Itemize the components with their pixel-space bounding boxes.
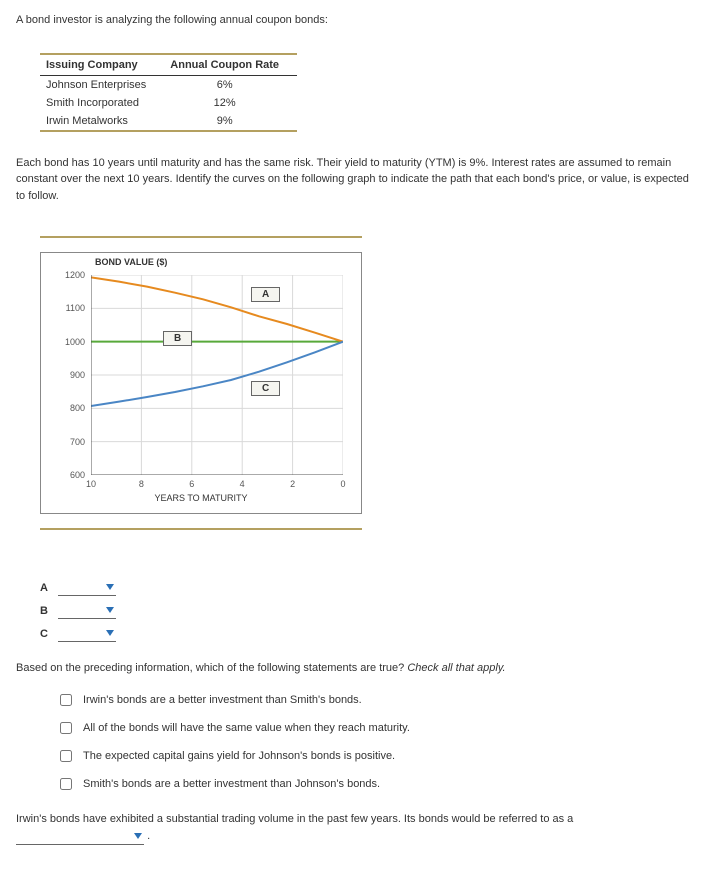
th-rate: Annual Coupon Rate xyxy=(164,55,297,76)
checkbox-option: Smith's bonds are a better investment th… xyxy=(56,775,701,793)
ytick-label: 800 xyxy=(41,403,85,413)
table-row: Irwin Metalworks9% xyxy=(40,112,297,130)
bond-value-chart: BOND VALUE ($) A B C 600 700 800 900 1000 110… xyxy=(40,252,362,514)
option-text: The expected capital gains yield for Joh… xyxy=(83,750,395,762)
ytick-label: 1000 xyxy=(41,337,85,347)
ytick-label: 600 xyxy=(41,470,85,480)
chevron-down-icon xyxy=(106,630,114,636)
ytick-label: 700 xyxy=(41,437,85,447)
checkbox-3[interactable] xyxy=(60,778,72,790)
cell-company: Smith Incorporated xyxy=(40,94,164,112)
checkbox-1[interactable] xyxy=(60,722,72,734)
checkbox-option: The expected capital gains yield for Joh… xyxy=(56,747,701,765)
xtick-label: 2 xyxy=(290,479,295,489)
coupon-table-wrap: Issuing Company Annual Coupon Rate Johns… xyxy=(40,53,297,132)
xtick-label: 4 xyxy=(240,479,245,489)
checkbox-0[interactable] xyxy=(60,694,72,706)
dd-label-c: C xyxy=(40,628,58,640)
xtick-label: 8 xyxy=(139,479,144,489)
checkbox-option: All of the bonds will have the same valu… xyxy=(56,719,701,737)
cell-company: Irwin Metalworks xyxy=(40,112,164,130)
checkbox-2[interactable] xyxy=(60,750,72,762)
cell-rate: 12% xyxy=(164,94,297,112)
table-row: Smith Incorporated12% xyxy=(40,94,297,112)
xtick-label: 6 xyxy=(189,479,194,489)
ytick-label: 1200 xyxy=(41,270,85,280)
dd-label-b: B xyxy=(40,605,58,617)
dropdown-a[interactable] xyxy=(58,579,116,596)
chart-plot: A B C xyxy=(91,275,343,475)
xtick-label: 0 xyxy=(340,479,345,489)
dropdown-c[interactable] xyxy=(58,625,116,642)
th-company: Issuing Company xyxy=(40,55,164,76)
fill-blank-sentence: Irwin's bonds have exhibited a substanti… xyxy=(16,811,701,846)
dd-label-a: A xyxy=(40,582,58,594)
cell-rate: 9% xyxy=(164,112,297,130)
curve-label-b: B xyxy=(163,331,192,346)
dropdown-b[interactable] xyxy=(58,602,116,619)
intro-text: A bond investor is analyzing the followi… xyxy=(16,12,701,29)
sentence-pre: Irwin's bonds have exhibited a substanti… xyxy=(16,813,573,825)
paragraph-2: Each bond has 10 years until maturity an… xyxy=(16,155,701,205)
curve-label-a: A xyxy=(251,287,280,302)
chevron-down-icon xyxy=(106,584,114,590)
ytick-label: 1100 xyxy=(41,303,85,313)
option-text: All of the bonds will have the same valu… xyxy=(83,722,410,734)
chevron-down-icon xyxy=(106,607,114,613)
cell-rate: 6% xyxy=(164,75,297,94)
xtick-label: 10 xyxy=(86,479,96,489)
question-2: Based on the preceding information, whic… xyxy=(16,660,701,677)
chart-xlabel: YEARS TO MATURITY xyxy=(41,493,361,503)
cell-company: Johnson Enterprises xyxy=(40,75,164,94)
chevron-down-icon xyxy=(134,833,142,839)
checkbox-list: Irwin's bonds are a better investment th… xyxy=(56,691,701,793)
checkbox-option: Irwin's bonds are a better investment th… xyxy=(56,691,701,709)
coupon-table: Issuing Company Annual Coupon Rate Johns… xyxy=(40,55,297,130)
table-row: Johnson Enterprises6% xyxy=(40,75,297,94)
sentence-post: . xyxy=(147,830,150,842)
curve-label-c: C xyxy=(251,381,280,396)
option-text: Smith's bonds are a better investment th… xyxy=(83,778,380,790)
q2-hint: Check all that apply. xyxy=(407,662,505,674)
q2-text: Based on the preceding information, whic… xyxy=(16,662,407,674)
option-text: Irwin's bonds are a better investment th… xyxy=(83,694,362,706)
ytick-label: 900 xyxy=(41,370,85,380)
dropdown-bond-type[interactable] xyxy=(16,828,144,845)
chart-title: BOND VALUE ($) xyxy=(95,257,167,267)
dropdown-block: A B C xyxy=(40,579,701,642)
chart-section: BOND VALUE ($) A B C 600 700 800 900 1000 110… xyxy=(40,236,362,530)
